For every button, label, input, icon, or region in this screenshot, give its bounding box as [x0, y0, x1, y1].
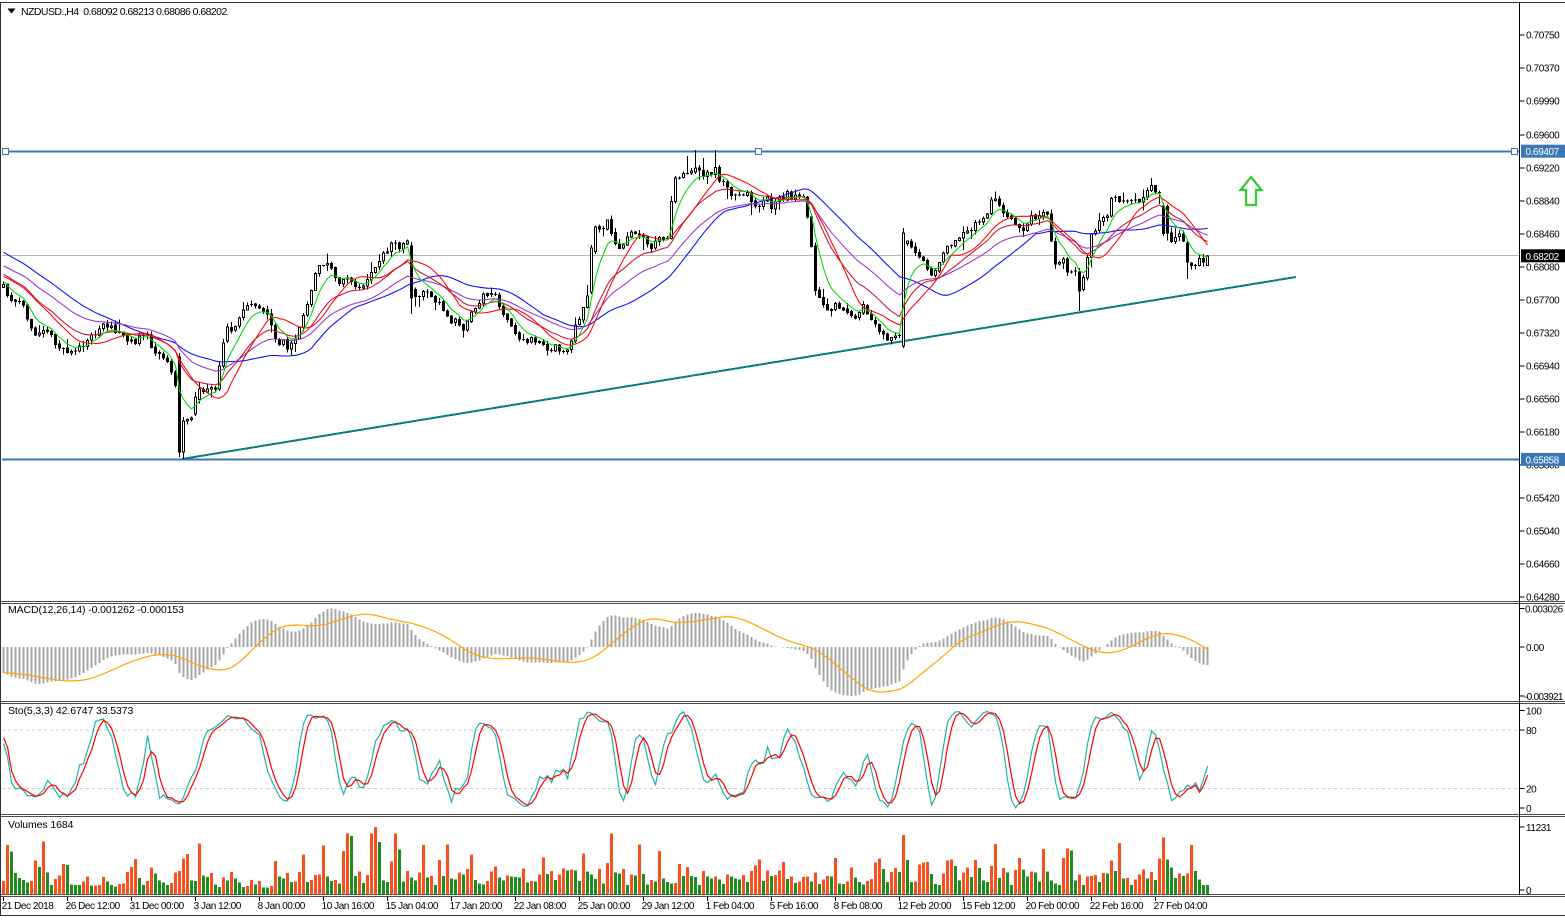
svg-text:0.66940: 0.66940 — [1526, 361, 1560, 372]
svg-text:3 Jan 12:00: 3 Jan 12:00 — [194, 901, 242, 912]
svg-text:0.66560: 0.66560 — [1526, 394, 1560, 405]
svg-text:Sto(5,3,3) 42.6747 33.5373: Sto(5,3,3) 42.6747 33.5373 — [8, 705, 134, 717]
svg-text:0.69600: 0.69600 — [1526, 130, 1560, 141]
svg-text:0.69220: 0.69220 — [1526, 163, 1560, 174]
svg-text:1 Feb 04:00: 1 Feb 04:00 — [706, 901, 755, 912]
svg-text:0.64280: 0.64280 — [1526, 592, 1560, 603]
svg-text:0.70370: 0.70370 — [1526, 64, 1560, 75]
svg-text:22 Jan 08:00: 22 Jan 08:00 — [514, 901, 567, 912]
svg-text:0.65040: 0.65040 — [1526, 526, 1560, 537]
svg-text:0: 0 — [1526, 804, 1532, 815]
svg-text:22 Feb 16:00: 22 Feb 16:00 — [1090, 901, 1144, 912]
svg-text:12 Feb 20:00: 12 Feb 20:00 — [898, 901, 952, 912]
svg-text:8 Jan 00:00: 8 Jan 00:00 — [258, 901, 306, 912]
svg-text:NZDUSD.,H4 0.68092 0.68213 0.: NZDUSD.,H4 0.68092 0.68213 0.68086 0.682… — [21, 6, 227, 18]
svg-text:MACD(12,26,14) -0.001262 -0.00: MACD(12,26,14) -0.001262 -0.000153 — [8, 604, 184, 616]
svg-text:0.64660: 0.64660 — [1526, 559, 1560, 570]
svg-text:11231: 11231 — [1526, 823, 1552, 834]
svg-text:10 Jan 16:00: 10 Jan 16:00 — [322, 901, 375, 912]
svg-text:8 Feb 08:00: 8 Feb 08:00 — [834, 901, 883, 912]
svg-text:100: 100 — [1526, 707, 1542, 718]
svg-text:0.67700: 0.67700 — [1526, 295, 1560, 306]
svg-text:0.65420: 0.65420 — [1526, 493, 1560, 504]
svg-text:15 Jan 04:00: 15 Jan 04:00 — [386, 901, 439, 912]
svg-text:0.68460: 0.68460 — [1526, 229, 1560, 240]
svg-text:21 Dec 2018: 21 Dec 2018 — [2, 901, 55, 912]
svg-text:0.67320: 0.67320 — [1526, 328, 1560, 339]
svg-text:-0.003921: -0.003921 — [1524, 692, 1564, 703]
svg-text:31 Dec 00:00: 31 Dec 00:00 — [130, 901, 185, 912]
svg-text:25 Jan 00:00: 25 Jan 00:00 — [578, 901, 631, 912]
svg-text:20 Feb 00:00: 20 Feb 00:00 — [1026, 901, 1080, 912]
svg-text:5 Feb 16:00: 5 Feb 16:00 — [770, 901, 819, 912]
svg-text:29 Jan 12:00: 29 Jan 12:00 — [642, 901, 695, 912]
svg-text:0.65858: 0.65858 — [1526, 455, 1560, 466]
svg-text:20: 20 — [1526, 784, 1537, 795]
svg-text:0: 0 — [1526, 886, 1532, 897]
svg-text:27 Feb 04:00: 27 Feb 04:00 — [1154, 901, 1208, 912]
svg-text:0.70750: 0.70750 — [1526, 31, 1560, 42]
svg-text:0.68840: 0.68840 — [1526, 196, 1560, 207]
svg-text:0.68202: 0.68202 — [1526, 252, 1560, 263]
svg-text:17 Jan 20:00: 17 Jan 20:00 — [450, 901, 503, 912]
svg-text:0.66180: 0.66180 — [1526, 427, 1560, 438]
svg-text:Volumes 1684: Volumes 1684 — [8, 819, 74, 831]
svg-text:80: 80 — [1526, 726, 1537, 737]
svg-text:0.68080: 0.68080 — [1526, 262, 1560, 273]
svg-text:0.69407: 0.69407 — [1526, 147, 1560, 158]
svg-text:0.003026: 0.003026 — [1525, 604, 1564, 615]
svg-text:0.69990: 0.69990 — [1526, 97, 1560, 108]
svg-text:0.00: 0.00 — [1526, 643, 1545, 654]
svg-text:15 Feb 12:00: 15 Feb 12:00 — [962, 901, 1016, 912]
svg-text:26 Dec 12:00: 26 Dec 12:00 — [66, 901, 121, 912]
